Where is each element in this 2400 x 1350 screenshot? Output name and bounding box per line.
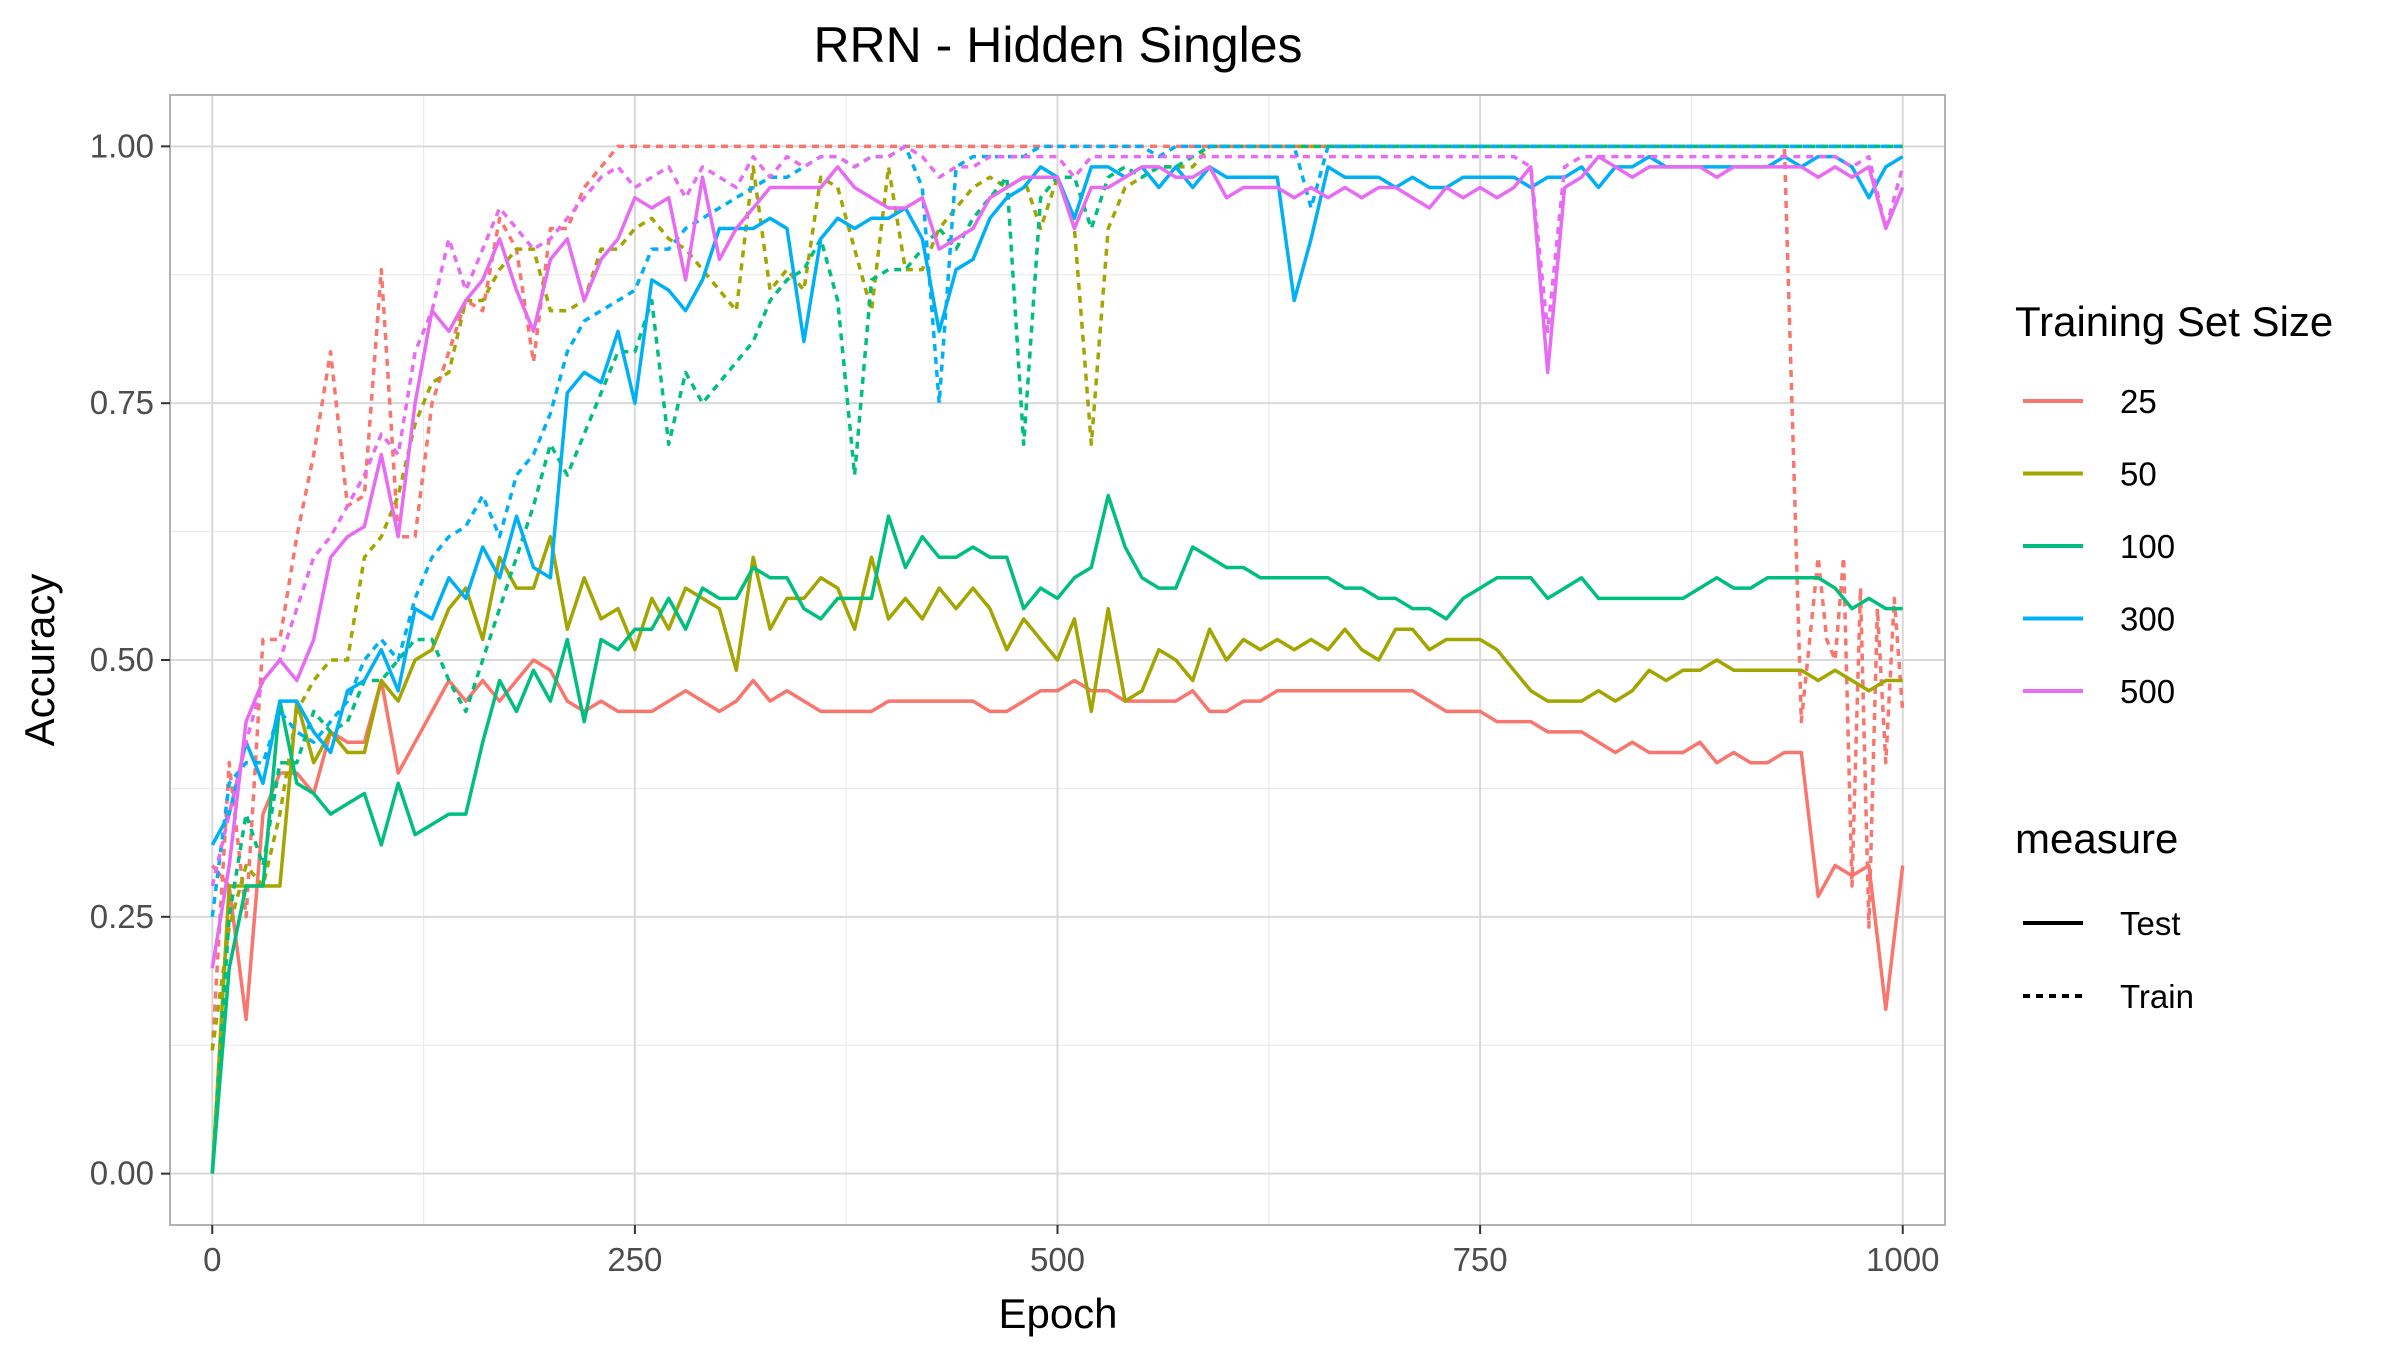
series-line-500-test bbox=[210, 154, 1905, 969]
series-line-500-train bbox=[210, 144, 1905, 887]
series-line-300-train bbox=[210, 144, 1903, 918]
y-tick-label: 0.25 bbox=[90, 898, 154, 935]
y-tick-label: 0.00 bbox=[90, 1155, 154, 1192]
legend-title-measure: measure bbox=[2015, 815, 2178, 862]
legend-label-25: 25 bbox=[2120, 383, 2157, 420]
x-tick-label: 0 bbox=[203, 1241, 221, 1278]
x-tick-label: 500 bbox=[1030, 1241, 1085, 1278]
x-tick-label: 1000 bbox=[1866, 1241, 1939, 1278]
series-line-25-train bbox=[210, 144, 1905, 1051]
series-group bbox=[210, 144, 1905, 1174]
legend-label-train: Train bbox=[2120, 978, 2194, 1015]
legend-label-100: 100 bbox=[2120, 528, 2175, 565]
y-tick-label: 0.75 bbox=[90, 384, 154, 421]
y-tick-label: 1.00 bbox=[90, 127, 154, 164]
legend-label-50: 50 bbox=[2120, 456, 2157, 493]
y-tick-label: 0.50 bbox=[90, 641, 154, 678]
series-line-100-test bbox=[210, 493, 1903, 1174]
legend: Training Set Size measure 25 50 100 300 500 T… bbox=[2015, 298, 2333, 1015]
series-line-25-test bbox=[210, 658, 1905, 1022]
series-line-100-train bbox=[210, 144, 1903, 1174]
x-tick-label: 750 bbox=[1453, 1241, 1508, 1278]
legend-label-500: 500 bbox=[2120, 673, 2175, 710]
axes: 0 250 500 750 1000 0.00 0.25 0.50 0.75 1.00 bbox=[90, 127, 1940, 1278]
y-axis-title: Accuracy bbox=[16, 574, 63, 747]
legend-label-300: 300 bbox=[2120, 601, 2175, 638]
legend-label-test: Test bbox=[2120, 905, 2181, 942]
x-axis-title: Epoch bbox=[998, 1290, 1117, 1337]
chart-title: RRN - Hidden Singles bbox=[813, 17, 1302, 73]
legend-title-color: Training Set Size bbox=[2015, 298, 2333, 345]
series-line-50-test bbox=[210, 534, 1903, 1174]
x-tick-label: 250 bbox=[607, 1241, 662, 1278]
